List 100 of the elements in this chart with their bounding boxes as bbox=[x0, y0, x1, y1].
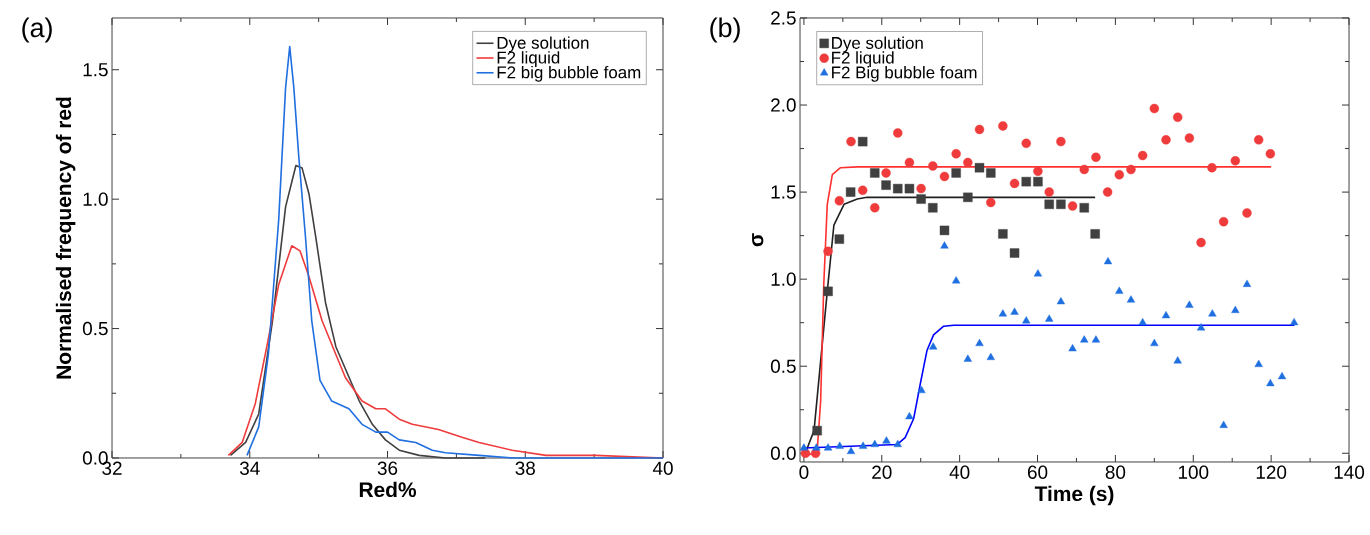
point bbox=[858, 185, 868, 196]
point bbox=[1161, 135, 1171, 145]
point bbox=[1149, 103, 1160, 114]
point bbox=[1056, 199, 1066, 209]
point bbox=[1009, 248, 1020, 258]
point bbox=[1021, 138, 1031, 149]
legend-label: F2 liquid bbox=[497, 51, 560, 67]
point bbox=[882, 436, 891, 444]
point bbox=[799, 443, 809, 451]
x-tick-label: 140 bbox=[1334, 465, 1365, 479]
point bbox=[1196, 237, 1206, 248]
point bbox=[952, 276, 961, 284]
point bbox=[951, 168, 961, 178]
point bbox=[1045, 314, 1054, 322]
point bbox=[951, 149, 961, 159]
point bbox=[963, 354, 972, 362]
point bbox=[870, 168, 880, 178]
point bbox=[986, 168, 996, 178]
y-axis-title: Normalised frequency of red bbox=[55, 97, 76, 379]
point bbox=[998, 229, 1008, 239]
point bbox=[1067, 201, 1078, 211]
y-tick-label: 1.5 bbox=[83, 63, 108, 77]
point bbox=[1173, 112, 1183, 122]
y-tick-label: 2.0 bbox=[771, 98, 796, 112]
point bbox=[1068, 344, 1077, 352]
x-tick-label: 60 bbox=[1027, 465, 1048, 479]
point bbox=[1044, 187, 1054, 197]
point bbox=[1056, 136, 1066, 147]
point bbox=[835, 441, 844, 449]
y-axis-title: σ bbox=[752, 233, 764, 247]
point bbox=[893, 439, 902, 448]
point bbox=[975, 338, 984, 347]
point bbox=[881, 180, 891, 190]
point bbox=[1207, 163, 1217, 173]
point bbox=[939, 171, 950, 182]
x-tick-label: 20 bbox=[872, 465, 892, 479]
point bbox=[1033, 269, 1043, 277]
point bbox=[834, 196, 845, 206]
point bbox=[1090, 229, 1100, 239]
point bbox=[1184, 133, 1195, 143]
point bbox=[963, 157, 973, 168]
legend-label: F2 Big bubble foam bbox=[832, 66, 977, 82]
point bbox=[998, 309, 1007, 317]
point bbox=[1265, 149, 1276, 159]
point bbox=[834, 234, 845, 244]
point bbox=[1126, 295, 1136, 303]
point bbox=[1044, 199, 1054, 209]
point bbox=[974, 124, 985, 135]
chart-title: (a) bbox=[22, 17, 52, 43]
x-tick-label: 40 bbox=[652, 461, 673, 475]
point bbox=[916, 194, 926, 204]
point bbox=[846, 136, 856, 147]
x-tick-label: 34 bbox=[239, 461, 260, 475]
point bbox=[1161, 311, 1171, 319]
point bbox=[1010, 307, 1019, 315]
point bbox=[1230, 156, 1241, 166]
y-tick-label: 1.0 bbox=[771, 272, 796, 286]
point bbox=[905, 412, 914, 420]
point bbox=[893, 183, 903, 194]
point bbox=[1254, 359, 1263, 367]
point bbox=[904, 183, 915, 194]
point bbox=[963, 192, 973, 203]
point bbox=[928, 161, 938, 171]
x-tick-label: 38 bbox=[515, 461, 535, 475]
point bbox=[1103, 257, 1113, 265]
point bbox=[1290, 317, 1299, 326]
point bbox=[812, 425, 822, 436]
point bbox=[940, 241, 949, 249]
chart-title: (b) bbox=[710, 17, 740, 43]
x-tick-label: 36 bbox=[377, 461, 398, 475]
x-axis-title: Red% bbox=[359, 481, 417, 498]
legend-label: F2 big bubble foam bbox=[497, 65, 641, 82]
point bbox=[1242, 279, 1252, 287]
point bbox=[812, 443, 821, 451]
x-tick-label: 120 bbox=[1256, 465, 1287, 479]
point bbox=[858, 136, 868, 147]
point bbox=[881, 168, 891, 178]
x-axis-title: Time (s) bbox=[1034, 485, 1114, 506]
point bbox=[1080, 335, 1089, 343]
point bbox=[1266, 378, 1275, 387]
point bbox=[916, 183, 926, 194]
point bbox=[823, 246, 833, 256]
point bbox=[1185, 300, 1194, 308]
point bbox=[1033, 176, 1043, 187]
x-tick-label: 40 bbox=[949, 465, 970, 479]
point bbox=[1150, 338, 1159, 347]
point bbox=[823, 443, 833, 451]
point bbox=[1021, 176, 1031, 187]
point bbox=[1033, 166, 1043, 176]
y-tick-label: 0.5 bbox=[770, 359, 796, 373]
point bbox=[846, 446, 856, 454]
point bbox=[845, 187, 856, 197]
point bbox=[974, 163, 985, 173]
y-tick-label: 0.5 bbox=[82, 321, 108, 336]
point bbox=[859, 441, 868, 449]
point bbox=[1219, 420, 1228, 428]
point bbox=[1126, 164, 1136, 175]
point bbox=[1231, 305, 1240, 313]
point bbox=[870, 203, 880, 213]
point bbox=[870, 439, 879, 448]
